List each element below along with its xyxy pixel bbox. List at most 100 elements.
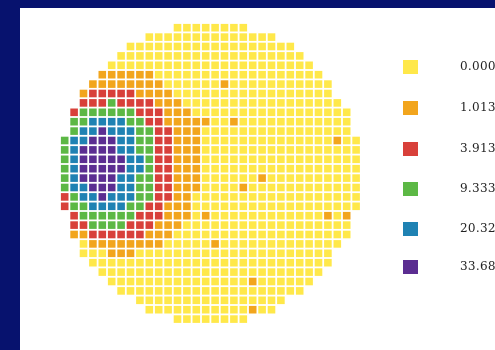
- wafer-cell: [305, 155, 313, 164]
- wafer-cell: [230, 183, 238, 192]
- wafer-cell: [145, 240, 154, 248]
- wafer-cell: [107, 258, 116, 267]
- wafer-cell: [267, 70, 276, 79]
- wafer-cell: [258, 117, 266, 126]
- wafer-cell: [248, 155, 257, 164]
- wafer-cell: [136, 89, 144, 98]
- wafer-cell: [248, 296, 257, 305]
- wafer-cell: [192, 174, 201, 182]
- wafer-cell: [295, 221, 304, 229]
- wafer-cell: [126, 146, 135, 154]
- wafer-cell: [267, 127, 276, 135]
- wafer-cell: [136, 61, 144, 70]
- wafer-cell: [164, 230, 172, 239]
- wafer-cell: [173, 117, 182, 126]
- wafer-cell: [183, 33, 191, 41]
- wafer-cell: [258, 211, 266, 220]
- wafer-cell: [220, 202, 229, 211]
- wafer-cell: [220, 193, 229, 201]
- wafer-cell: [314, 155, 323, 164]
- wafer-cell: [164, 89, 172, 98]
- wafer-cell: [98, 174, 107, 182]
- wafer-cell: [220, 70, 229, 79]
- wafer-cell: [164, 52, 172, 60]
- wafer-cell: [230, 117, 238, 126]
- wafer-cell: [107, 277, 116, 286]
- wafer-cell: [126, 61, 135, 70]
- wafer-cell: [267, 183, 276, 192]
- wafer-cell: [211, 99, 219, 107]
- wafer-cell: [286, 268, 295, 276]
- wafer-cell: [211, 249, 219, 258]
- wafer-cell: [183, 23, 191, 32]
- wafer-cell: [173, 164, 182, 173]
- legend-label: 33.68: [460, 259, 495, 273]
- wafer-cell: [89, 89, 97, 98]
- wafer-cell: [277, 127, 285, 135]
- wafer-cell: [267, 249, 276, 258]
- wafer-cell: [248, 221, 257, 229]
- wafer-cell: [258, 249, 266, 258]
- wafer-cell: [183, 155, 191, 164]
- wafer-cell: [267, 61, 276, 70]
- wafer-cell: [183, 70, 191, 79]
- wafer-cell: [89, 211, 97, 220]
- wafer-cell: [286, 221, 295, 229]
- wafer-cell: [258, 164, 266, 173]
- wafer-cell: [173, 268, 182, 276]
- wafer-cell: [230, 89, 238, 98]
- wafer-cell: [126, 249, 135, 258]
- wafer-cell: [183, 108, 191, 117]
- wafer-cell: [183, 136, 191, 145]
- wafer-cell: [305, 240, 313, 248]
- wafer-cell: [89, 174, 97, 182]
- wafer-cell: [277, 221, 285, 229]
- wafer-cell: [277, 117, 285, 126]
- wafer-cell: [295, 202, 304, 211]
- wafer-cell: [305, 268, 313, 276]
- wafer-cell: [258, 146, 266, 154]
- wafer-cell: [220, 117, 229, 126]
- wafer-cell: [258, 296, 266, 305]
- wafer-cell: [183, 164, 191, 173]
- wafer-cell: [98, 183, 107, 192]
- wafer-cell: [79, 174, 88, 182]
- wafer-cell: [305, 174, 313, 182]
- wafer-cell: [333, 164, 342, 173]
- wafer-cell: [201, 61, 210, 70]
- wafer-cell: [164, 287, 172, 295]
- wafer-cell: [154, 193, 163, 201]
- chart-panel: 0.000 1.013 3.913 9.333 20.32 33.68: [20, 8, 495, 350]
- wafer-cell: [220, 268, 229, 276]
- wafer-cell: [267, 193, 276, 201]
- wafer-cell: [239, 70, 248, 79]
- wafer-cell: [314, 146, 323, 154]
- wafer-cell: [248, 80, 257, 88]
- wafer-cell: [201, 277, 210, 286]
- wafer-cell: [192, 61, 201, 70]
- wafer-cell: [220, 296, 229, 305]
- wafer-cell: [314, 164, 323, 173]
- legend-label: 0.000: [460, 59, 495, 73]
- wafer-cell: [154, 155, 163, 164]
- wafer-cell: [98, 240, 107, 248]
- wafer-cell: [154, 61, 163, 70]
- wafer-cell: [211, 164, 219, 173]
- wafer-cell: [333, 136, 342, 145]
- wafer-cell: [192, 258, 201, 267]
- wafer-cell: [342, 230, 351, 239]
- wafer-cell: [277, 230, 285, 239]
- wafer-cell: [295, 146, 304, 154]
- wafer-cell: [136, 277, 144, 286]
- wafer-cell: [230, 155, 238, 164]
- wafer-cell: [239, 277, 248, 286]
- wafer-cell: [145, 42, 154, 51]
- wafer-cell: [305, 117, 313, 126]
- wafer-cell: [295, 277, 304, 286]
- wafer-cell: [154, 277, 163, 286]
- wafer-cell: [230, 146, 238, 154]
- wafer-cell: [295, 108, 304, 117]
- wafer-cell: [70, 221, 78, 229]
- wafer-cell: [136, 230, 144, 239]
- wafer-cell: [164, 61, 172, 70]
